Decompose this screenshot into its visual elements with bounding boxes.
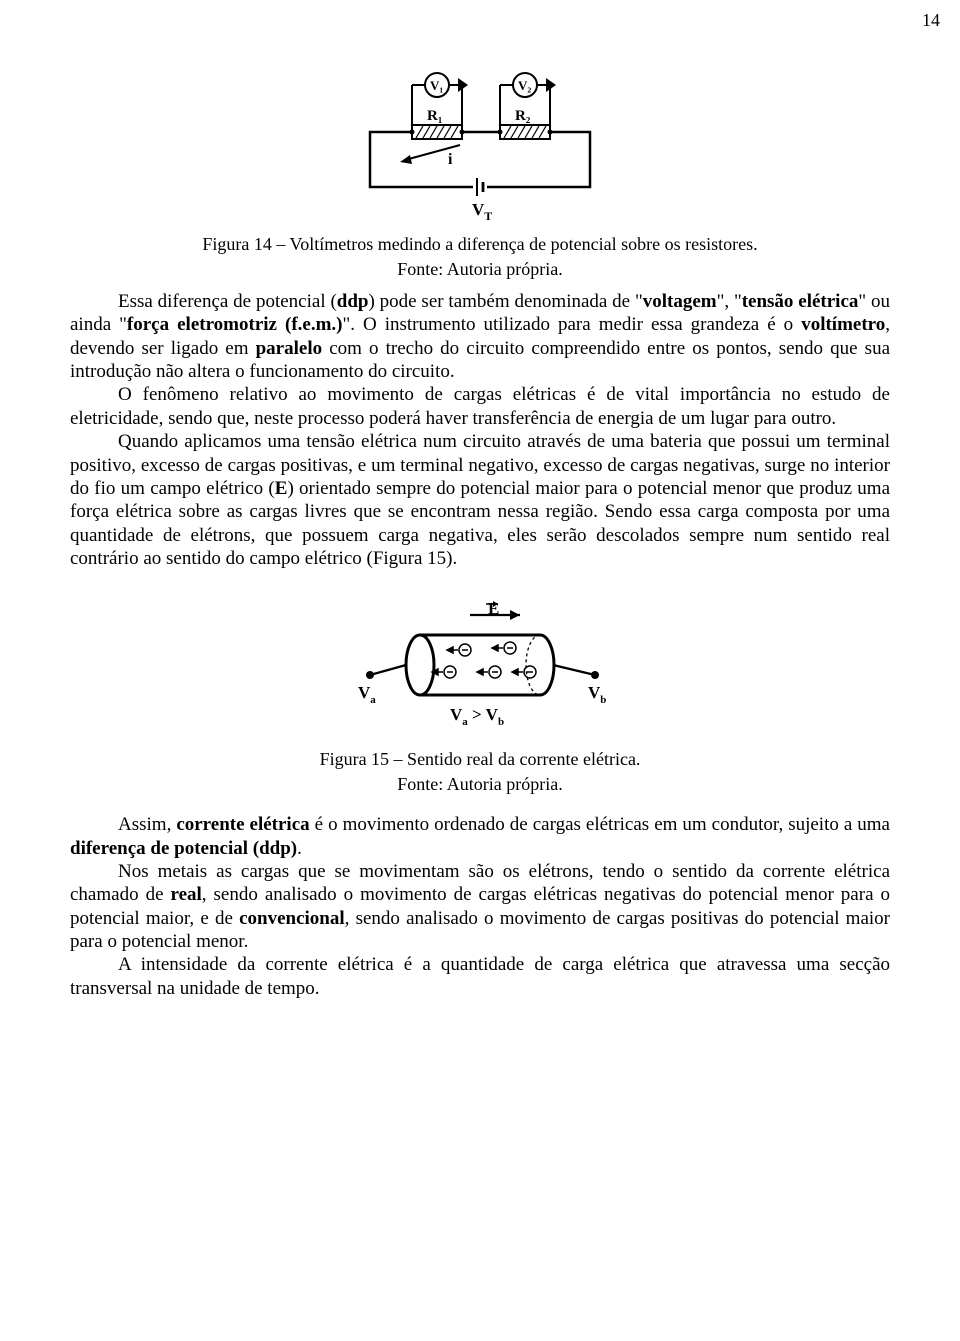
paragraph-2: O fenômeno relativo ao movimento de carg…	[70, 383, 890, 430]
figure-15: E	[70, 600, 890, 740]
label-V2: V₂	[518, 78, 531, 93]
figure-15-svg: E	[340, 600, 620, 740]
paragraph-4: Assim, corrente elétrica é o movimento o…	[70, 813, 890, 860]
paragraph-5: Nos metais as cargas que se movimentam s…	[70, 860, 890, 953]
label-R2: R₂	[515, 108, 531, 124]
paragraph-6: A intensidade da corrente elétrica é a q…	[70, 953, 890, 1000]
body-text-2: Assim, corrente elétrica é o movimento o…	[70, 813, 890, 1000]
paragraph-3: Quando aplicamos uma tensão elétrica num…	[70, 430, 890, 570]
label-Vb: Vb	[588, 683, 606, 706]
body-text-1: Essa diferença de potencial (ddp) pode s…	[70, 290, 890, 570]
label-E: E	[488, 600, 499, 618]
label-Va: Va	[358, 683, 376, 706]
figure-14-svg: R₁ R₂ V₁ V₂ i	[350, 60, 610, 225]
paragraph-1: Essa diferença de potencial (ddp) pode s…	[70, 290, 890, 383]
figure-14-caption-1: Figura 14 – Voltímetros medindo a difere…	[70, 233, 890, 256]
page: 14 R₁ R₂	[0, 0, 960, 1341]
figure-14: R₁ R₂ V₁ V₂ i	[70, 60, 890, 225]
figure-15-caption-1: Figura 15 – Sentido real da corrente elé…	[70, 748, 890, 771]
page-number: 14	[922, 10, 940, 31]
figure-15-caption-2: Fonte: Autoria própria.	[70, 773, 890, 796]
label-V1: V₁	[430, 78, 443, 93]
figure-14-caption-2: Fonte: Autoria própria.	[70, 258, 890, 281]
label-relation: Va > Vb	[450, 705, 504, 728]
label-i: i	[448, 151, 453, 168]
label-VT: VT	[472, 200, 492, 223]
label-R1: R₁	[427, 108, 442, 124]
